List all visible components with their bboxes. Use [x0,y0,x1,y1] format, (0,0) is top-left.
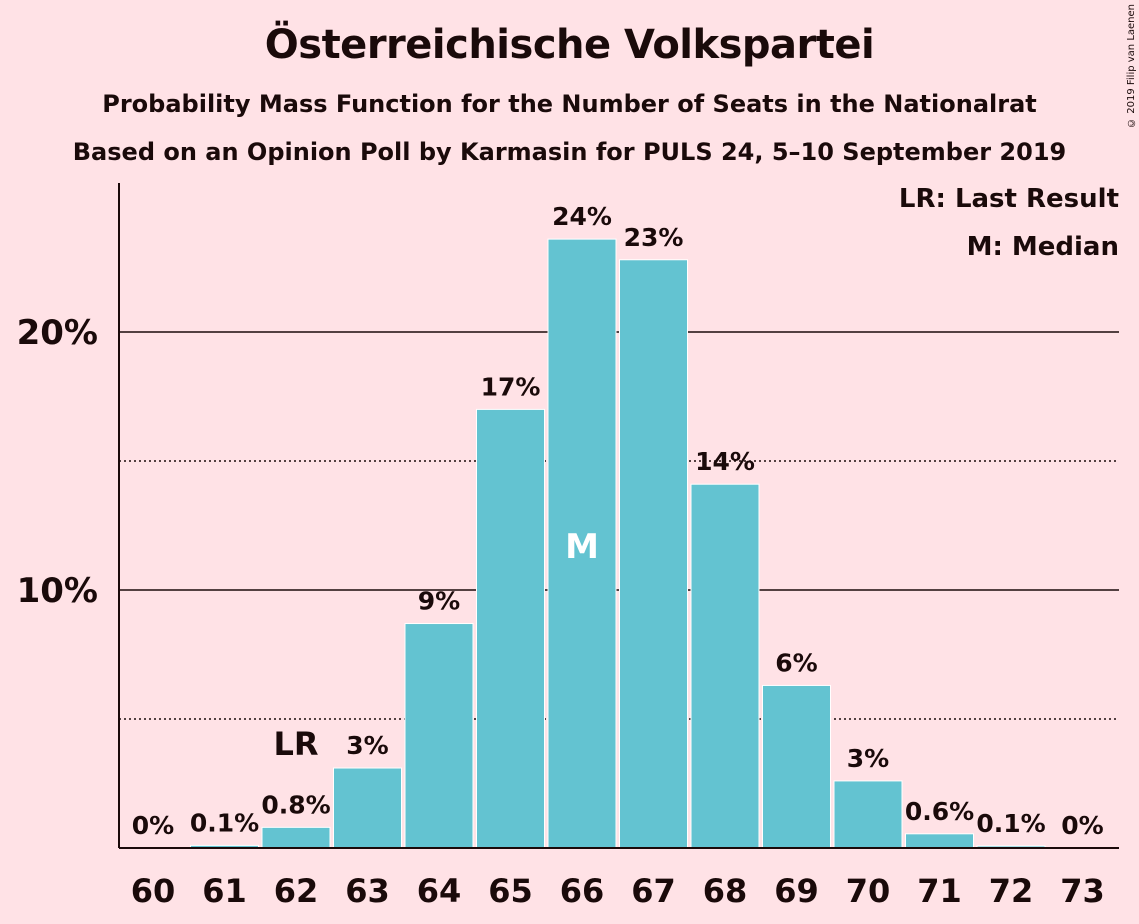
x-tick-label: 72 [989,872,1034,910]
x-tick-label: 61 [202,872,247,910]
x-tick-label: 71 [917,872,962,910]
bar [619,259,688,849]
x-tick-label: 67 [631,872,676,910]
data-label: 3% [847,744,889,773]
data-label: 24% [552,202,612,231]
chart-subtitle-source: Based on an Opinion Poll by Karmasin for… [72,138,1067,166]
bar [547,238,617,849]
data-label: 0.1% [976,809,1045,838]
x-tick-label: 69 [774,872,819,910]
bar [905,833,974,849]
x-tick-label: 73 [1060,872,1105,910]
data-label: 23% [624,223,684,252]
bar [690,483,760,849]
bar [404,623,474,849]
x-tick-label: 60 [131,872,176,910]
legend-median: M: Median [966,232,1119,262]
bar [333,767,402,849]
x-tick-label: 70 [846,872,891,910]
chart-subtitle: Probability Mass Function for the Number… [102,90,1037,118]
bar [833,780,903,849]
data-label: 0% [1061,811,1103,840]
legend-last-result: LR: Last Result [898,184,1119,214]
x-tick-label: 68 [703,872,748,910]
x-tick-label: 63 [345,872,390,910]
bar [762,684,831,849]
data-label: 14% [695,447,755,476]
y-tick-label: 20% [17,313,98,353]
bar [476,408,545,849]
x-tick-label: 66 [560,872,605,910]
data-label: 3% [346,731,388,760]
chart-title: Österreichische Volkspartei [264,22,875,68]
data-label: 0% [132,811,174,840]
data-label: 6% [775,648,817,677]
median-marker: M [565,527,599,567]
last-result-marker: LR [273,725,318,763]
x-tick-label: 62 [274,872,319,910]
data-label: 17% [481,372,541,401]
data-label: 0.8% [261,790,330,819]
data-label: 0.1% [190,808,259,837]
y-tick-label: 10% [17,571,98,611]
bar [261,826,331,849]
x-tick-label: 65 [488,872,533,910]
x-tick-label: 64 [417,872,462,910]
data-label: 9% [418,587,460,616]
data-label: 0.6% [905,797,974,826]
